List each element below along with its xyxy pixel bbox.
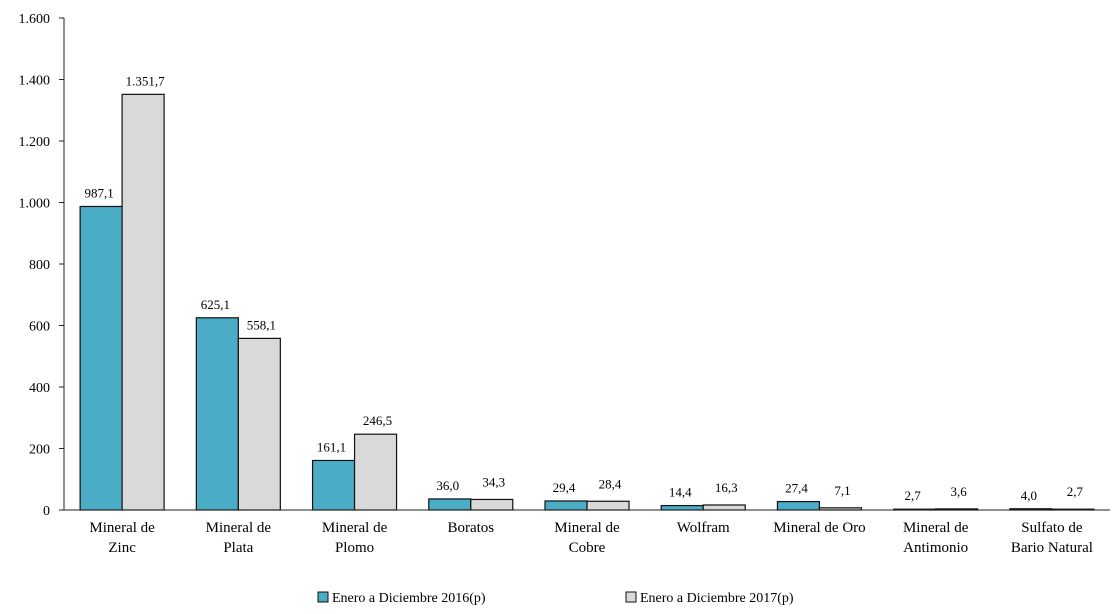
bar-2017-5: [702, 504, 746, 511]
y-tick-label: 200: [29, 443, 50, 458]
data-label: 14,4: [669, 485, 692, 500]
x-tick-label: Boratos: [447, 520, 494, 536]
x-tick-label: Mineral de Zinc: [89, 520, 155, 556]
data-label: 29,4: [553, 480, 576, 495]
x-tick-label: Mineral de Cobre: [554, 520, 620, 556]
bar-2016-5: [660, 504, 704, 511]
x-tick-label: Mineral de Plata: [206, 520, 272, 556]
bar-2016-4: [544, 500, 588, 511]
bar-2017-2: [353, 433, 398, 511]
bar-2016-6: [776, 500, 821, 511]
legend-swatch-2017: [625, 591, 637, 603]
x-tick-label: Wolfram: [677, 520, 730, 536]
data-label: 161,1: [317, 439, 346, 454]
data-label: 4,0: [1021, 488, 1037, 503]
legend-label-2016: Enero a Diciembre 2016(p): [332, 591, 486, 606]
data-label: 1.351,7: [126, 73, 166, 88]
bar-2016-0: [79, 205, 123, 511]
y-tick-label: 800: [29, 258, 50, 273]
legend-swatch-2016: [317, 591, 329, 603]
y-axis: 0 200 400 600 800 1.000 1.200 1.400 1.600: [19, 12, 65, 519]
legend-label-2017: Enero a Diciembre 2017(p): [640, 591, 794, 606]
x-tick-label: Sulfato de Bario Natural: [1011, 520, 1093, 556]
data-label: 2,7: [1067, 484, 1084, 499]
y-tick-label: 400: [29, 381, 50, 396]
bar-2017-3: [470, 498, 514, 511]
data-label: 7,1: [834, 483, 850, 498]
data-label: 558,1: [247, 317, 276, 332]
y-tick-label: 0: [43, 504, 50, 519]
bar-2017-4: [586, 500, 630, 511]
x-tick-label: Mineral de Oro: [773, 520, 865, 536]
data-label: 16,3: [715, 480, 738, 495]
data-label: 27,4: [785, 481, 808, 496]
y-tick-label: 1.200: [19, 135, 51, 150]
y-tick-label: 600: [29, 320, 50, 335]
data-labels: 987,1 1.351,7 625,1 558,1 161,1 246,5 36,0 34,3…: [84, 73, 1083, 503]
legend: Enero a Diciembre 2016(p) Enero a Diciemb…: [317, 591, 794, 606]
data-label: 28,4: [599, 476, 622, 491]
x-tick-label: Mineral de Plomo: [322, 520, 388, 556]
data-label: 36,0: [436, 478, 459, 493]
bars: [79, 93, 1095, 511]
data-label: 34,3: [482, 474, 505, 489]
x-axis: Mineral de Zinc Mineral de Plata Mineral de P…: [64, 509, 1110, 556]
data-label: 987,1: [84, 185, 113, 200]
x-tick-label: Mineral de Antimonio: [903, 520, 969, 556]
data-label: 246,5: [363, 413, 392, 428]
data-label: 2,7: [905, 488, 922, 503]
bar-2017-0: [121, 93, 165, 511]
y-tick-label: 1.600: [19, 12, 51, 27]
y-tick-label: 1.400: [19, 74, 51, 89]
bar-2016-3: [428, 498, 472, 511]
y-tick-label: 1.000: [19, 197, 51, 212]
bar-2016-1: [195, 317, 239, 511]
bar-2016-2: [311, 459, 356, 511]
data-label: 3,6: [951, 484, 968, 499]
data-label: 625,1: [201, 297, 230, 312]
bar-2017-1: [237, 337, 281, 511]
